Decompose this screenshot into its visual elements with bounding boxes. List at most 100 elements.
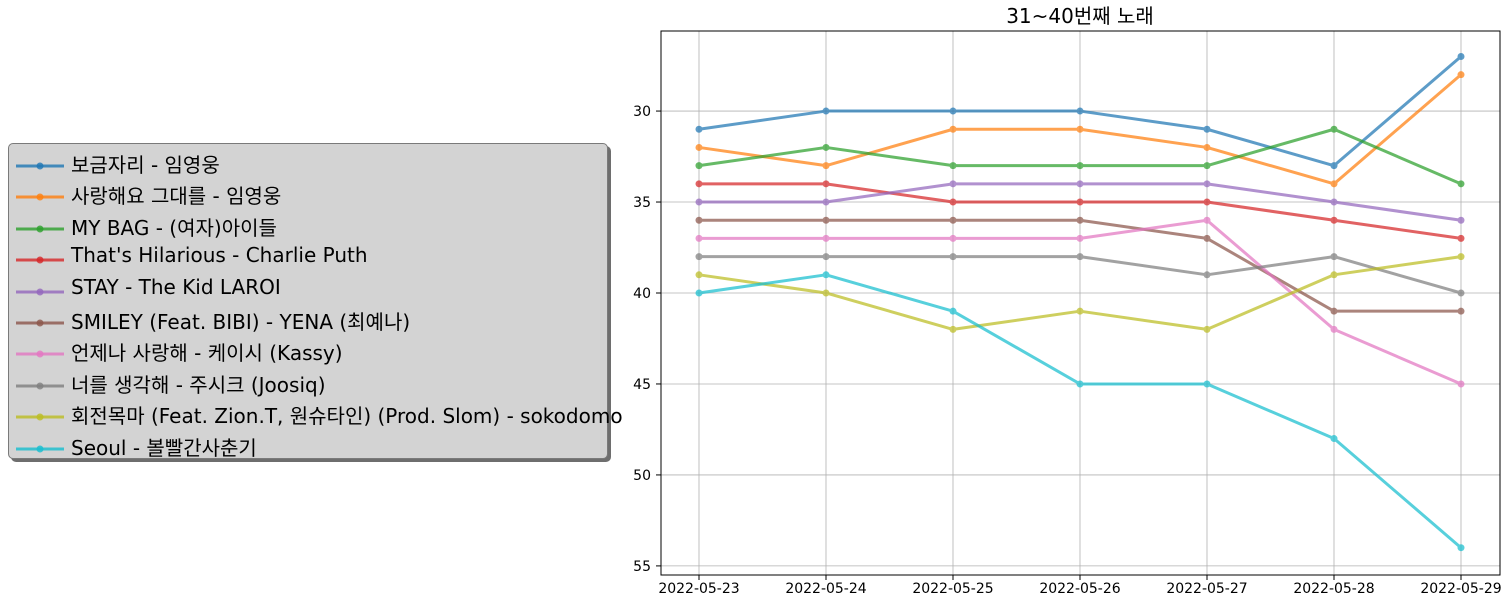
data-point	[1457, 544, 1465, 552]
x-tick-label: 2022-05-26	[1039, 581, 1120, 597]
data-point	[949, 162, 957, 170]
data-point	[1330, 435, 1338, 443]
data-point	[1076, 234, 1084, 242]
data-point	[1076, 125, 1084, 133]
chart-title: 31~40번째 노래	[1006, 4, 1154, 28]
legend-label: 회전목마 (Feat. Zion.T, 원슈타인) (Prod. Slom) -…	[71, 404, 623, 429]
y-tick-label: 40	[633, 286, 651, 302]
data-point	[1203, 271, 1211, 279]
series-7	[695, 216, 1465, 388]
data-point	[1330, 325, 1338, 333]
x-tick-label: 2022-05-25	[912, 581, 993, 597]
y-tick-label: 50	[633, 468, 651, 484]
series-layer	[695, 52, 1465, 552]
data-point	[695, 180, 703, 188]
data-point	[949, 234, 957, 242]
data-point	[1330, 180, 1338, 188]
data-point	[1203, 143, 1211, 151]
data-point	[1330, 198, 1338, 206]
data-point	[1330, 271, 1338, 279]
data-point	[1203, 180, 1211, 188]
data-point	[949, 125, 957, 133]
data-point	[1457, 289, 1465, 297]
legend-swatch	[16, 350, 64, 358]
legend-swatch	[16, 256, 64, 264]
legend-swatch-marker	[36, 382, 44, 390]
data-point	[822, 180, 830, 188]
legend-swatch-marker	[36, 256, 44, 264]
data-point	[1076, 253, 1084, 261]
data-point	[822, 107, 830, 115]
data-point	[695, 289, 703, 297]
legend-label: SMILEY (Feat. BIBI) - YENA (최예나)	[71, 310, 411, 334]
x-tick-label: 2022-05-28	[1293, 581, 1374, 597]
data-point	[1203, 162, 1211, 170]
legend-item: 보금자리 - 임영웅	[9, 148, 607, 179]
data-point	[1076, 162, 1084, 170]
data-point	[1203, 216, 1211, 224]
data-point	[949, 180, 957, 188]
legend-label: MY BAG - (여자)아이들	[71, 215, 277, 240]
data-point	[822, 289, 830, 297]
data-point	[949, 216, 957, 224]
legend-item: Seoul - 볼빨간사춘기	[9, 431, 607, 462]
data-point	[949, 107, 957, 115]
legend-swatch	[16, 162, 64, 170]
legend-swatch-marker	[36, 225, 44, 233]
series-5	[695, 180, 1465, 224]
data-point	[1203, 234, 1211, 242]
data-point	[822, 143, 830, 151]
legend-swatch	[16, 382, 64, 390]
legend-swatch-marker	[36, 162, 44, 170]
data-point	[1457, 380, 1465, 388]
data-point	[822, 234, 830, 242]
data-point	[695, 271, 703, 279]
series-1	[695, 52, 1465, 170]
legend-swatch	[16, 445, 64, 453]
data-point	[949, 307, 957, 315]
legend-item: STAY - The Kid LAROI	[9, 274, 607, 305]
legend-swatch-marker	[36, 193, 44, 201]
axis-ticks: 2022-05-23 2022-05-24 2022-05-25 2022-05-26…	[633, 104, 1502, 597]
data-point	[1076, 380, 1084, 388]
legend-item: That's Hilarious - Charlie Puth	[9, 242, 607, 273]
legend: 보금자리 - 임영웅 사랑해요 그대를 - 임영웅 MY BAG - (여자)아이들…	[8, 143, 623, 462]
legend-swatch	[16, 413, 64, 421]
data-point	[695, 253, 703, 261]
series-9	[695, 253, 1465, 333]
data-point	[1203, 125, 1211, 133]
data-point	[822, 271, 830, 279]
series-10	[695, 271, 1465, 552]
legend-label: 너를 생각해 - 주시크 (Joosiq)	[71, 372, 326, 397]
data-point	[1076, 216, 1084, 224]
data-point	[695, 143, 703, 151]
legend-swatch-marker	[36, 413, 44, 421]
data-point	[1203, 380, 1211, 388]
data-point	[1330, 307, 1338, 315]
data-point	[695, 216, 703, 224]
data-point	[822, 253, 830, 261]
legend-swatch-marker	[36, 350, 44, 358]
data-point	[1330, 216, 1338, 224]
series-3	[695, 125, 1465, 188]
data-point	[822, 198, 830, 206]
legend-swatch-marker	[36, 445, 44, 453]
y-tick-label: 45	[633, 377, 651, 393]
legend-item: SMILEY (Feat. BIBI) - YENA (최예나)	[9, 305, 607, 336]
data-point	[1076, 307, 1084, 315]
data-point	[949, 253, 957, 261]
data-point	[1457, 253, 1465, 261]
x-tick-label: 2022-05-29	[1420, 581, 1501, 597]
data-point	[822, 216, 830, 224]
data-point	[1203, 325, 1211, 333]
series-6	[695, 216, 1465, 315]
x-tick-label: 2022-05-27	[1166, 581, 1247, 597]
y-tick-label: 55	[633, 559, 651, 575]
legend-item: 너를 생각해 - 주시크 (Joosiq)	[9, 368, 607, 399]
legend-swatch-marker	[36, 288, 44, 296]
data-point	[1330, 162, 1338, 170]
data-point	[1203, 198, 1211, 206]
legend-swatch	[16, 225, 64, 233]
data-point	[695, 234, 703, 242]
